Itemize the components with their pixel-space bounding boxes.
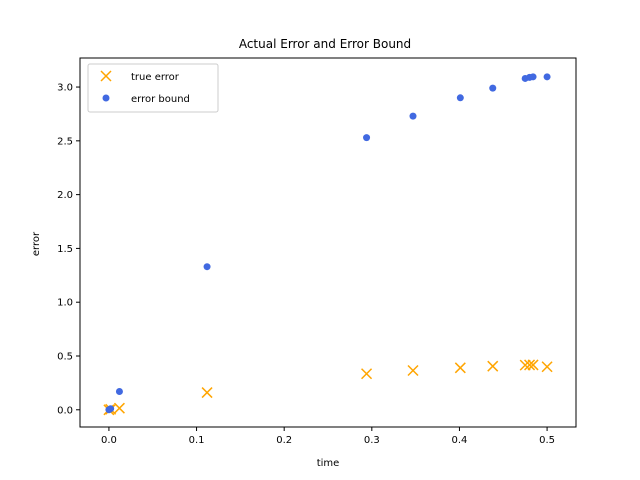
data-point-dot (456, 94, 464, 102)
data-point-dot (115, 387, 123, 395)
x-tick-label: 0.3 (364, 435, 380, 446)
data-point-dot (107, 405, 115, 413)
axes-frame (79, 57, 577, 428)
x-tick-label: 0.5 (539, 435, 555, 446)
legend-items: true error error bound (100, 70, 190, 105)
y-tick-label: 0.0 (57, 405, 73, 416)
x-axis-label: time (317, 458, 340, 469)
data-point-x-marker (454, 362, 466, 374)
legend-item: true error (100, 70, 180, 83)
legend-dot-marker (102, 94, 110, 102)
series-true-error (103, 359, 553, 416)
x-tick-label: 0.1 (189, 435, 205, 446)
data-point-dot (409, 112, 417, 120)
legend-x-marker (100, 70, 112, 82)
y-tick-label: 3.0 (57, 83, 73, 94)
legend-box (87, 63, 219, 113)
y-tick-label: 1.5 (57, 244, 73, 255)
data-point-dot (489, 84, 497, 92)
data-point-dot (203, 263, 211, 271)
data-point-x-marker (541, 361, 553, 373)
x-tick-label: 0.4 (451, 435, 467, 446)
y-tick-label: 1.0 (57, 298, 73, 309)
data-point-dot (363, 134, 371, 142)
chart-title: Actual Error and Error Bound (239, 37, 411, 51)
x-tick-label: 0.2 (276, 435, 292, 446)
legend-label: error bound (131, 94, 190, 105)
data-point-dot (529, 73, 537, 81)
data-point-dot (543, 73, 551, 81)
data-point-x-marker (361, 368, 373, 380)
x-tick-label: 0.0 (101, 435, 117, 446)
legend-item: error bound (102, 94, 190, 105)
plot-area (79, 57, 577, 428)
series-error-bound (105, 73, 551, 414)
x-axis-ticks: 0.0 0.1 0.2 0.3 0.4 0.5 (101, 427, 555, 446)
y-axis-label: error (31, 231, 42, 256)
data-point-x-marker (407, 364, 419, 377)
data-point-x-marker (527, 359, 539, 371)
y-tick-label: 2.0 (57, 190, 73, 201)
legend-label: true error (131, 72, 180, 83)
data-point-x-marker (524, 359, 536, 371)
data-point-x-marker (487, 360, 499, 372)
data-point-x-marker (201, 387, 213, 399)
y-axis-ticks: 0.0 0.5 1.0 1.5 2.0 2.5 3.0 (57, 83, 80, 416)
legend: true error error bound (87, 63, 219, 113)
data-point-x-marker (113, 402, 125, 414)
series-layer (103, 73, 553, 416)
y-tick-label: 2.5 (57, 136, 73, 147)
y-tick-label: 0.5 (57, 351, 73, 362)
